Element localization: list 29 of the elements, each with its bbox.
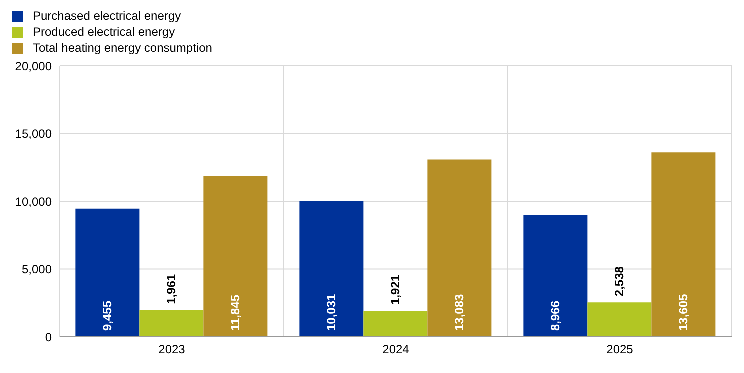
legend-label: Purchased electrical energy xyxy=(33,8,182,24)
bar xyxy=(652,152,716,337)
data-label: 13,605 xyxy=(676,294,691,331)
data-label: 1,921 xyxy=(388,274,403,305)
data-label: 9,455 xyxy=(100,300,115,331)
bar xyxy=(204,176,268,337)
x-tick-label: 2023 xyxy=(158,342,186,357)
y-tick-label: 20,000 xyxy=(15,59,52,74)
bar xyxy=(364,310,428,337)
data-label: 2,538 xyxy=(612,266,627,297)
y-tick-label: 15,000 xyxy=(15,127,52,142)
data-label: 8,966 xyxy=(548,300,563,331)
y-tick-label: 0 xyxy=(45,330,52,344)
x-tick-label: 2024 xyxy=(382,342,410,357)
bar xyxy=(588,302,652,337)
legend-label: Produced electrical energy xyxy=(33,24,176,40)
data-label: 13,083 xyxy=(452,294,467,331)
bar xyxy=(76,208,140,337)
data-label: 1,961 xyxy=(164,274,179,304)
bar xyxy=(428,160,492,337)
data-label: 11,845 xyxy=(228,294,243,331)
data-label: 10,031 xyxy=(324,294,339,331)
x-tick-label: 2025 xyxy=(606,342,634,357)
bar xyxy=(300,201,364,337)
y-tick-label: 5,000 xyxy=(22,262,52,277)
y-tick-label: 10,000 xyxy=(15,194,52,209)
bar xyxy=(140,310,204,337)
bar xyxy=(524,216,588,337)
legend-label: Total heating energy consumption xyxy=(33,40,212,56)
